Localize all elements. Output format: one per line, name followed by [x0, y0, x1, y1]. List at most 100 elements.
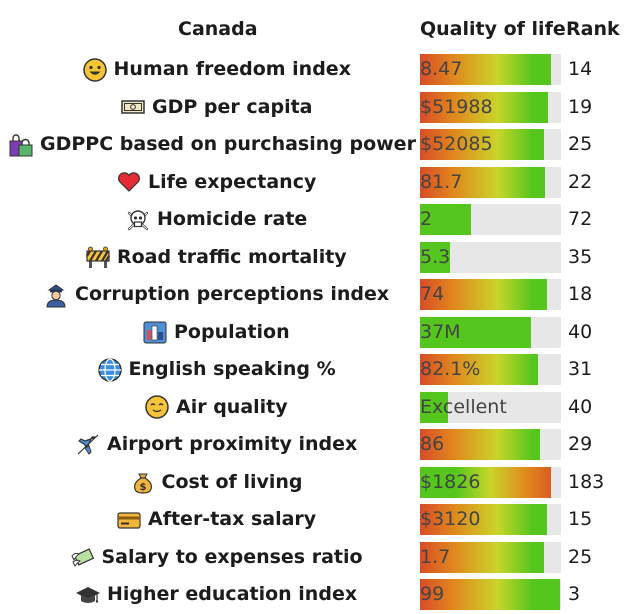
rank-value: 3 — [568, 583, 581, 605]
bar-fill — [420, 204, 471, 235]
metric-label-text: Air quality — [176, 395, 288, 418]
table-row: Human freedom index 8.47 14 — [0, 51, 626, 89]
rank-value: 14 — [568, 58, 593, 80]
table-row: Air quality Excellent 40 — [0, 389, 626, 427]
bar-track — [420, 204, 561, 235]
bar-track — [420, 91, 561, 123]
table-row: Corruption perceptions index 74 18 — [0, 276, 626, 314]
construction-barrier-icon — [85, 244, 111, 270]
table-row: Airport proximity index 86 29 — [0, 426, 626, 464]
metric-label: GDP per capita — [120, 89, 312, 127]
globe-icon — [97, 357, 123, 383]
table-row: Life expectancy 81.7 22 — [0, 164, 626, 202]
bar-value-label: Excellent — [420, 395, 507, 418]
bar-value-label: 1.7 — [420, 545, 451, 568]
rank-value: 35 — [568, 245, 593, 268]
metric-label: Life expectancy — [116, 164, 316, 202]
metric-label-text: Airport proximity index — [107, 433, 358, 455]
bar-track — [420, 579, 561, 610]
table-row: Population 37M 40 — [0, 314, 626, 352]
metric-label: Road traffic mortality — [85, 239, 347, 277]
credit-card-icon — [116, 507, 142, 533]
rank-value: 29 — [568, 433, 593, 455]
metric-label-text: Cost of living — [161, 470, 303, 493]
metric-label-text: GDPPC based on purchasing power — [40, 133, 416, 155]
bar-value-label: 37M — [420, 320, 461, 343]
bar-fill — [420, 541, 544, 573]
bar-fill — [420, 316, 531, 348]
bar-value-label: $52085 — [420, 133, 493, 155]
table-row: GDPPC based on purchasing power $52085 25 — [0, 126, 626, 164]
table-row: Higher education index 99 3 — [0, 576, 626, 614]
rank-value: 183 — [568, 470, 605, 493]
shopping-bags-icon — [8, 132, 34, 158]
metric-label-text: Homicide rate — [157, 208, 308, 230]
metric-label-text: Human freedom index — [113, 58, 351, 80]
bar-track — [420, 429, 561, 460]
metric-label: Higher education index — [75, 576, 357, 614]
metric-label-text: Higher education index — [107, 583, 358, 605]
bar-fill — [420, 279, 547, 310]
grinning-face-icon — [82, 57, 108, 83]
svg-text:$: $ — [139, 482, 146, 493]
bar-fill — [420, 391, 448, 423]
table-row: GDP per capita $51988 19 — [0, 89, 626, 127]
bar-value-label: $1826 — [420, 470, 481, 493]
metric-label-text: Road traffic mortality — [117, 245, 347, 268]
metric-label: GDPPC based on purchasing power — [8, 126, 416, 164]
metric-label: Salary to expenses ratio — [70, 539, 363, 577]
banknote-icon — [120, 94, 146, 120]
bar-track — [420, 354, 561, 385]
bar-value-label: $3120 — [420, 508, 481, 530]
rank-value: 25 — [568, 545, 593, 568]
metric-label-text: After-tax salary — [148, 508, 317, 530]
bar-fill — [420, 241, 450, 273]
bar-track — [420, 316, 561, 348]
bar-value-label: 8.47 — [420, 58, 463, 80]
bar-value-label: 86 — [420, 433, 445, 455]
metric-label-text: GDP per capita — [152, 95, 313, 118]
graduation-cap-icon — [75, 582, 101, 608]
table-row: After-tax salary $3120 15 — [0, 501, 626, 539]
table-row: $ Cost of living $1826 183 — [0, 464, 626, 502]
bar-fill — [420, 504, 547, 535]
bar-value-label: 74 — [420, 283, 445, 305]
bar-value-label: $51988 — [420, 95, 493, 118]
metric-label: Homicide rate — [125, 201, 307, 239]
bar-fill — [420, 354, 538, 385]
bar-value-label: 82.1% — [420, 358, 481, 380]
rank-value: 15 — [568, 508, 593, 530]
rank-value: 19 — [568, 95, 593, 118]
rank-value: 40 — [568, 320, 593, 343]
metric-label: After-tax salary — [116, 501, 316, 539]
rank-value: 25 — [568, 133, 593, 155]
rank-value: 31 — [568, 358, 593, 380]
bar-track — [420, 166, 561, 198]
metric-label: Airport proximity index — [75, 426, 357, 464]
rank-value: 22 — [568, 170, 593, 193]
table-row: English speaking % 82.1% 31 — [0, 351, 626, 389]
table-row: Homicide rate 2 72 — [0, 201, 626, 239]
header-quality-of-life: Quality of life — [420, 18, 566, 40]
skull-crossbones-icon — [125, 207, 151, 233]
bar-track — [420, 241, 561, 273]
bar-fill — [420, 129, 544, 160]
police-officer-icon — [43, 282, 69, 308]
bar-value-label: 2 — [420, 208, 433, 230]
metric-label-text: Life expectancy — [148, 170, 317, 193]
metric-label: Air quality — [144, 389, 288, 427]
bar-track — [420, 129, 561, 160]
bar-value-label: 99 — [420, 583, 445, 605]
metric-label-text: Population — [174, 320, 290, 343]
money-bag-icon: $ — [130, 469, 156, 495]
metric-label: Corruption perceptions index — [43, 276, 389, 314]
bar-track — [420, 504, 561, 535]
bar-fill — [420, 579, 560, 610]
metric-label-text: English speaking % — [128, 358, 336, 380]
airplane-icon — [75, 432, 101, 458]
cityscape-icon — [142, 319, 168, 345]
table-row: Salary to expenses ratio 1.7 25 — [0, 539, 626, 577]
rank-value: 40 — [568, 395, 593, 418]
table-row: Road traffic mortality 5.3 35 — [0, 239, 626, 277]
relieved-face-icon — [144, 394, 170, 420]
